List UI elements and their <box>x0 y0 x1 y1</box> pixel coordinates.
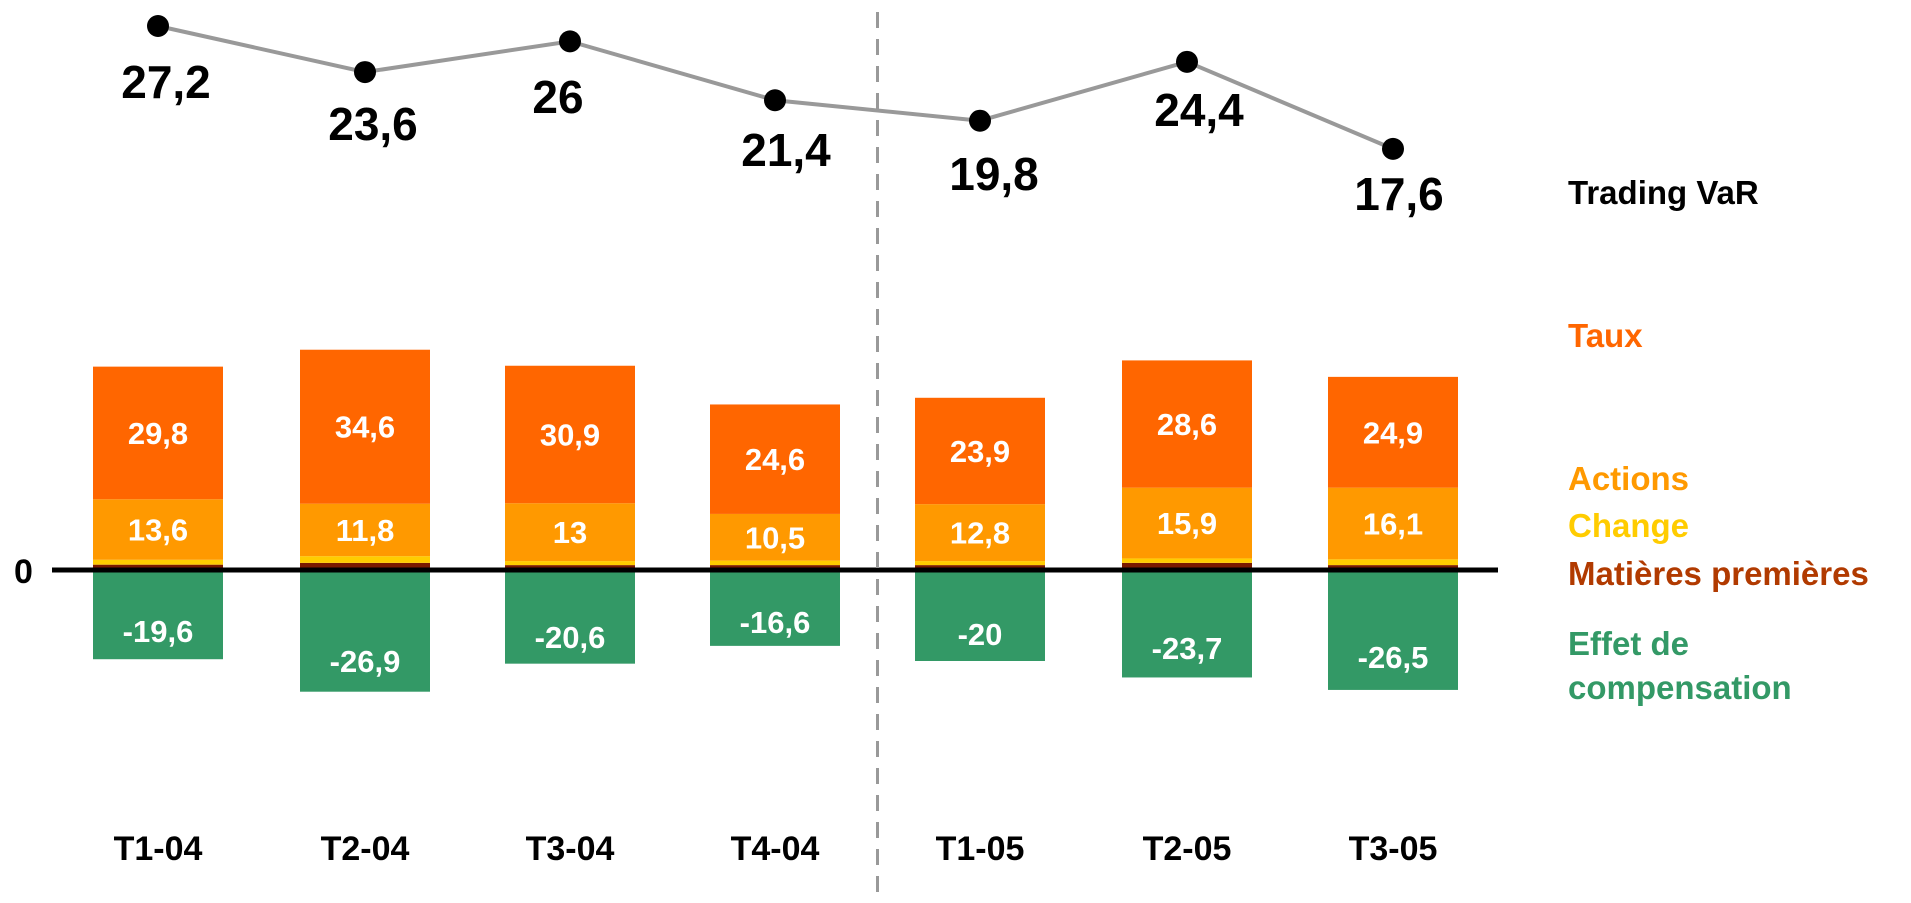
legend-actions: Actions <box>1568 460 1689 497</box>
data-label-taux-T3-05: 24,9 <box>1363 415 1423 450</box>
bar-change-T1-04 <box>93 559 223 565</box>
legend-layer: Trading VaR Taux Actions Change Matières pre… <box>1568 174 1869 706</box>
trading-var-point-T1-04 <box>147 15 169 37</box>
legend-compensation-line-2: compensation <box>1568 669 1792 706</box>
bar-actions-T3-05 <box>1328 487 1458 560</box>
legend-trading-var: Trading VaR <box>1568 174 1759 211</box>
data-label-actions-T2-04: 11,8 <box>336 513 395 548</box>
data-label-compensation-T4-04: -16,6 <box>740 605 811 640</box>
bar-compensation-T2-04 <box>300 572 430 692</box>
data-label-actions-T2-05: 15,9 <box>1157 506 1217 541</box>
labels-layer: 13,6 29,8 -19,6 T1-04 11,8 34,6 -26,9 T2-04 13 30… <box>114 56 1444 868</box>
data-label-taux-T3-04: 30,9 <box>540 417 600 452</box>
data-label-compensation-T1-05: -20 <box>958 617 1003 652</box>
bar-taux-T1-04 <box>93 366 223 500</box>
bar-compensation-T4-04 <box>710 572 840 646</box>
data-label-taux-T4-04: 24,6 <box>745 442 805 477</box>
bar-change-T2-05 <box>1122 558 1252 563</box>
category-label-T3-05: T3-05 <box>1349 830 1438 868</box>
bar-actions-T2-04 <box>300 503 430 557</box>
data-label-compensation-T2-05: -23,7 <box>1152 631 1223 666</box>
trading-var-point-T3-05 <box>1382 137 1404 160</box>
data-label-taux-T2-05: 28,6 <box>1157 407 1217 442</box>
data-label-actions-T1-05: 12,8 <box>950 516 1010 551</box>
data-label-compensation-T3-04: -20,6 <box>535 620 606 655</box>
trading-var-point-T1-05 <box>969 109 991 132</box>
trading-var-point-T2-05 <box>1176 50 1198 73</box>
bar-taux-T1-05 <box>915 397 1045 505</box>
bar-actions-T2-05 <box>1122 487 1252 559</box>
trading-var-label-T2-05: 24,4 <box>1154 84 1244 136</box>
bar-actions-T3-04 <box>505 503 635 562</box>
legend-compensation: Effet de compensation <box>1568 625 1792 706</box>
data-label-actions-T3-05: 16,1 <box>1363 506 1423 541</box>
bar-actions-T4-04 <box>710 513 840 561</box>
category-label-T1-04: T1-04 <box>114 830 203 868</box>
legend-compensation-line-1: Effet de <box>1568 625 1689 662</box>
bar-compensation-T1-05 <box>915 572 1045 661</box>
trading-var-label-T1-05: 19,8 <box>949 148 1039 200</box>
data-label-actions-T1-04: 13,6 <box>128 513 188 548</box>
bar-matieres-T2-04 <box>300 562 430 570</box>
category-label-T1-05: T1-05 <box>936 830 1025 868</box>
trading-var-point-T3-04 <box>559 30 581 53</box>
category-label-T3-04: T3-04 <box>526 830 615 868</box>
data-label-taux-T2-04: 34,6 <box>335 410 395 445</box>
trading-var-point-T4-04 <box>764 89 786 112</box>
bar-matieres-T1-04 <box>93 564 223 570</box>
legend-taux: Taux <box>1568 317 1643 354</box>
trading-var-label-T2-04: 23,6 <box>328 98 418 150</box>
data-label-taux-T1-04: 29,8 <box>128 416 188 451</box>
bar-taux-T3-04 <box>505 365 635 504</box>
data-label-actions-T3-04: 13 <box>553 515 587 550</box>
bar-actions-T1-04 <box>93 499 223 560</box>
bar-taux-T2-05 <box>1122 360 1252 488</box>
data-label-actions-T4-04: 10,5 <box>745 520 805 555</box>
data-label-compensation-T3-05: -26,5 <box>1358 640 1429 675</box>
bar-actions-T1-05 <box>915 504 1045 562</box>
category-label-T4-04: T4-04 <box>731 830 820 868</box>
trading-var-label-T4-04: 21,4 <box>741 124 831 176</box>
trading-var-point-T2-04 <box>354 61 376 84</box>
trading-var-label-T3-04: 26 <box>532 71 583 123</box>
category-label-T2-04: T2-04 <box>321 830 410 868</box>
bar-change-T4-04 <box>710 560 840 566</box>
trading-var-label-T3-05: 17,6 <box>1354 168 1444 220</box>
bar-change-T1-05 <box>915 561 1045 566</box>
var-line-layer <box>147 15 1404 160</box>
bar-change-T3-05 <box>1328 559 1458 566</box>
bar-matieres-T2-05 <box>1122 562 1252 570</box>
legend-change: Change <box>1568 507 1689 544</box>
zero-axis-label: 0 <box>14 553 33 591</box>
legend-matieres: Matières premières <box>1568 555 1869 592</box>
bar-compensation-T3-04 <box>505 572 635 664</box>
bar-compensation-T3-05 <box>1328 572 1458 690</box>
data-label-taux-T1-05: 23,9 <box>950 434 1010 469</box>
data-label-compensation-T2-04: -26,9 <box>330 644 401 679</box>
bar-taux-T2-04 <box>300 349 430 504</box>
bar-change-T3-04 <box>505 561 635 566</box>
data-label-compensation-T1-04: -19,6 <box>123 614 194 649</box>
bar-compensation-T1-04 <box>93 572 223 660</box>
bar-taux-T3-05 <box>1328 376 1458 488</box>
category-label-T2-05: T2-05 <box>1143 830 1232 868</box>
bar-taux-T4-04 <box>710 404 840 514</box>
bar-compensation-T2-05 <box>1122 572 1252 678</box>
trading-var-label-T1-04: 27,2 <box>121 56 211 108</box>
bar-change-T2-04 <box>300 556 430 563</box>
axis-layer: 0 <box>14 12 1498 898</box>
